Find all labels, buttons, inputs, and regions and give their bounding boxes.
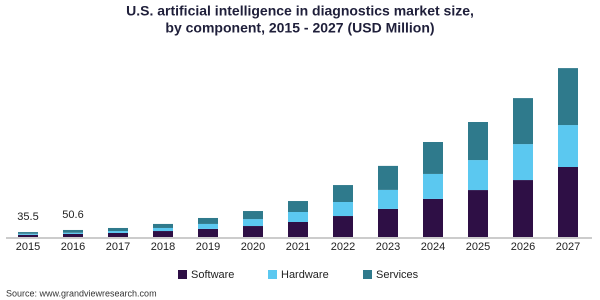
bar-segment (63, 233, 83, 237)
bar-segment (423, 198, 443, 237)
bar-segment (243, 219, 263, 227)
bar-segment (108, 232, 128, 237)
bar-segment (18, 232, 38, 234)
x-tick-label: 2023 (376, 241, 400, 253)
legend-swatch (268, 270, 277, 279)
source: Source: www.grandviewresearch.com (6, 288, 157, 298)
x-tick-label: 2025 (466, 241, 490, 253)
total-label: 50.6 (62, 209, 83, 221)
bar-segment (243, 211, 263, 220)
bar-segment (333, 216, 353, 237)
bar-segment (378, 189, 398, 209)
bar-segment (153, 223, 173, 228)
bar-segment (558, 167, 578, 237)
x-tick-label: 2020 (241, 241, 265, 253)
chart-title: U.S. artificial intelligence in diagnost… (126, 3, 474, 19)
x-tick-label: 2015 (16, 241, 40, 253)
legend-label: Services (376, 269, 419, 281)
legend-swatch (178, 270, 187, 279)
x-tick-label: 2017 (106, 241, 130, 253)
x-tick-label: 2026 (511, 241, 535, 253)
bar-segment (108, 227, 128, 232)
legend-label: Software (191, 269, 234, 281)
bar-segment (378, 165, 398, 190)
bar-segment (18, 234, 38, 237)
bar-segment (423, 142, 443, 174)
bar-segment (468, 160, 488, 191)
bar-segment (288, 222, 308, 237)
bar-segment (18, 233, 38, 235)
bar-segment (378, 208, 398, 237)
bar-segment (153, 231, 173, 237)
bar-segment (198, 228, 218, 237)
bar-segment (243, 226, 263, 237)
bar-segment (63, 232, 83, 234)
total-label: 35.5 (17, 211, 38, 223)
bar-segment (333, 185, 353, 202)
bar-segment (198, 223, 218, 229)
bar-segment (513, 180, 533, 237)
x-tick-label: 2018 (151, 241, 175, 253)
bar-segment (63, 229, 83, 233)
bar-segment (468, 122, 488, 161)
bar-segment (198, 217, 218, 224)
chart-title: by component, 2015 - 2027 (USD Million) (165, 20, 434, 36)
x-tick-label: 2021 (286, 241, 310, 253)
legend-swatch (363, 270, 372, 279)
legend-label: Hardware (281, 269, 329, 281)
bar-segment (288, 212, 308, 222)
bar-segment (513, 144, 533, 181)
bar-segment (108, 231, 128, 233)
bar-segment (153, 227, 173, 232)
x-tick-label: 2022 (331, 241, 355, 253)
x-tick-label: 2027 (556, 241, 580, 253)
bar-segment (558, 125, 578, 167)
bar-segment (333, 202, 353, 217)
x-tick-label: 2024 (421, 241, 445, 253)
x-tick-label: 2016 (61, 241, 85, 253)
bar-segment (513, 98, 533, 145)
bar-segment (468, 190, 488, 237)
x-tick-label: 2019 (196, 241, 220, 253)
bar-segment (288, 201, 308, 212)
bar-segment (423, 173, 443, 199)
bar-segment (558, 68, 578, 126)
